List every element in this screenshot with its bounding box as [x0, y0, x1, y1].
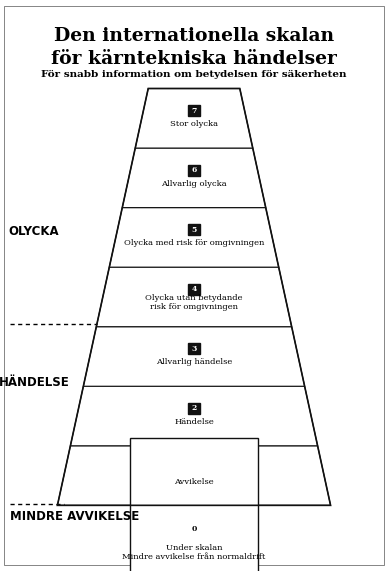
Polygon shape	[70, 386, 318, 446]
Text: Avvikelse: Avvikelse	[174, 477, 214, 485]
Polygon shape	[122, 148, 266, 208]
FancyBboxPatch shape	[189, 224, 199, 235]
FancyBboxPatch shape	[130, 438, 258, 571]
Text: Händelse: Händelse	[174, 418, 214, 426]
Text: för kärntekniska händelser: för kärntekniska händelser	[51, 50, 337, 69]
FancyBboxPatch shape	[189, 164, 199, 176]
Polygon shape	[135, 89, 253, 148]
Text: 3: 3	[191, 345, 197, 353]
Text: 5: 5	[191, 226, 197, 234]
Text: Den internationella skalan: Den internationella skalan	[54, 27, 334, 46]
Text: 4: 4	[191, 285, 197, 293]
Text: 7: 7	[191, 107, 197, 115]
Text: OLYCKA: OLYCKA	[9, 225, 59, 238]
Text: Stor olycka: Stor olycka	[170, 120, 218, 128]
FancyBboxPatch shape	[189, 463, 199, 473]
FancyBboxPatch shape	[189, 403, 199, 414]
FancyBboxPatch shape	[189, 343, 199, 354]
Text: 1: 1	[191, 464, 197, 472]
Text: Allvarlig olycka: Allvarlig olycka	[161, 180, 227, 188]
Polygon shape	[57, 446, 331, 505]
Polygon shape	[83, 327, 305, 386]
Polygon shape	[109, 208, 279, 267]
Text: Under skalan
Mindre avvikelse från normaldrift: Under skalan Mindre avvikelse från norma…	[122, 544, 266, 561]
FancyBboxPatch shape	[189, 105, 199, 116]
FancyBboxPatch shape	[189, 284, 199, 295]
Text: 6: 6	[191, 166, 197, 174]
Text: HÄNDELSE: HÄNDELSE	[0, 376, 69, 389]
Text: För snabb information om betydelsen för säkerheten: För snabb information om betydelsen för …	[41, 70, 347, 79]
Polygon shape	[96, 267, 292, 327]
Text: Olycka utan betydande
risk för omgivningen: Olycka utan betydande risk för omgivning…	[145, 294, 243, 311]
Text: Allvarlig händelse: Allvarlig händelse	[156, 359, 232, 367]
Text: 2: 2	[191, 404, 197, 412]
Text: 0: 0	[191, 525, 197, 533]
Text: MINDRE AVVIKELSE: MINDRE AVVIKELSE	[10, 510, 139, 523]
Text: Olycka med risk för omgivningen: Olycka med risk för omgivningen	[124, 239, 264, 247]
